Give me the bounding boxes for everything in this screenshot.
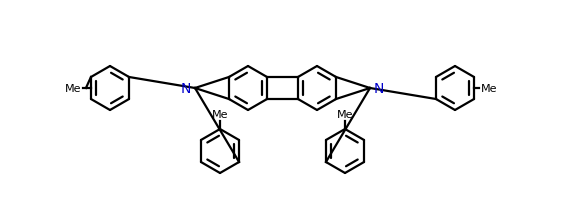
Text: N: N — [181, 82, 191, 96]
Text: N: N — [374, 82, 384, 96]
Text: Me: Me — [481, 84, 498, 94]
Text: Me: Me — [337, 109, 353, 119]
Text: Me: Me — [212, 109, 228, 119]
Text: Me: Me — [64, 84, 81, 94]
